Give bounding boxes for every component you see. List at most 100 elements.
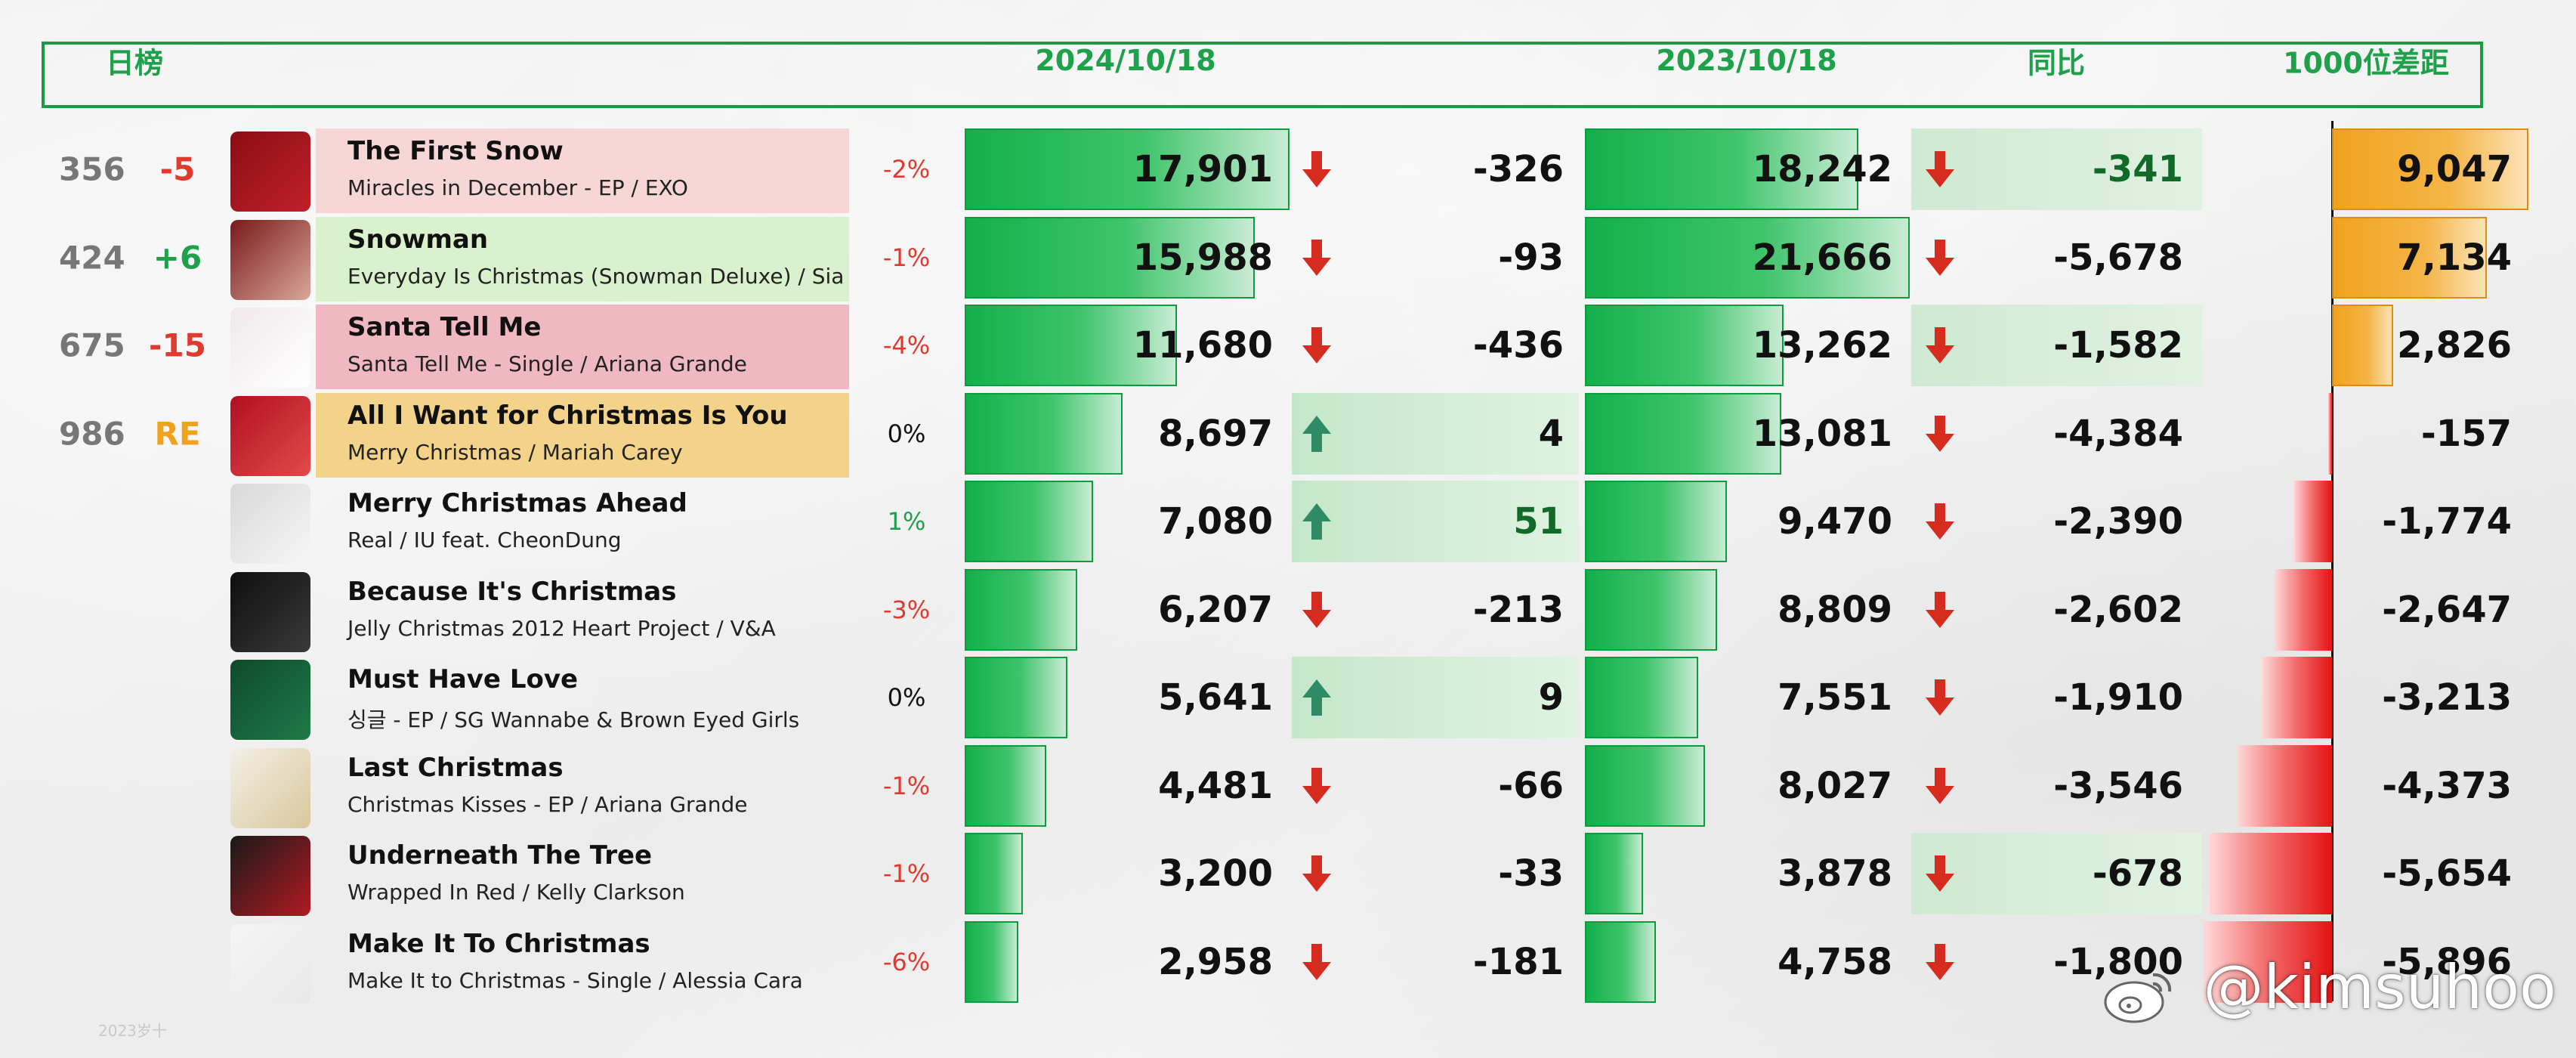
song-title: Because It's Christmas — [347, 576, 677, 607]
down-arrow-icon — [1299, 148, 1334, 190]
album-cover[interactable] — [230, 395, 310, 476]
daily-delta: -66 — [1498, 764, 1564, 807]
song-label-highlight — [316, 392, 849, 478]
gap-value: -4,373 — [2382, 764, 2512, 807]
up-arrow-icon — [1299, 500, 1334, 543]
daily-delta: -326 — [1472, 148, 1564, 190]
yoy-highlight — [1911, 305, 2202, 386]
current-value-bar — [965, 744, 1046, 827]
percent-change: -1% — [882, 859, 931, 888]
current-date-header: 2024/10/18 — [1035, 44, 1216, 77]
down-arrow-icon — [1923, 413, 1957, 455]
rank-change: RE — [154, 415, 201, 452]
yoy-value: -1,910 — [2053, 676, 2183, 719]
album-cover[interactable] — [230, 923, 310, 1004]
gap-bar — [2332, 216, 2488, 299]
gap-value: -3,213 — [2382, 676, 2512, 719]
song-subtitle: Real / IU feat. CheonDung — [347, 527, 622, 552]
song-title: Merry Christmas Ahead — [347, 488, 687, 518]
rank-number: 424 — [59, 239, 125, 276]
daily-delta: -213 — [1472, 588, 1564, 631]
gap-bar — [2204, 920, 2332, 1003]
yoy-header: 同比 — [2027, 46, 2086, 80]
daily-delta: 4 — [1538, 412, 1564, 455]
down-arrow-icon — [1299, 324, 1334, 367]
percent-change: 0% — [887, 419, 926, 448]
yoy-highlight — [1911, 833, 2202, 914]
chart-row: Because It's Christmas Jelly Christmas 2… — [0, 566, 2576, 654]
previous-value-bar — [1585, 128, 1859, 210]
gap-bar — [2208, 833, 2332, 914]
previous-value: 18,242 — [1752, 148, 1892, 190]
chart-row: Merry Christmas Ahead Real / IU feat. Ch… — [0, 478, 2576, 565]
current-value-bar — [965, 833, 1023, 914]
yoy-value: -2,390 — [2053, 500, 2183, 543]
chart-row: Last Christmas Christmas Kisses - EP / A… — [0, 742, 2576, 830]
current-value: 11,680 — [1132, 324, 1273, 367]
previous-value: 13,262 — [1752, 324, 1892, 367]
album-cover[interactable] — [230, 484, 310, 564]
chart-row: 675 -15 Santa Tell Me Santa Tell Me - Si… — [0, 302, 2576, 389]
down-arrow-icon — [1923, 237, 1957, 279]
percent-change: -6% — [882, 947, 931, 976]
album-cover[interactable] — [230, 747, 310, 828]
song-title: Santa Tell Me — [347, 312, 542, 342]
previous-value-bar — [1585, 568, 1717, 651]
daily-delta: -436 — [1472, 324, 1564, 367]
chart-row: 356 -5 The First Snow Miracles in Decemb… — [0, 125, 2576, 213]
down-arrow-icon — [1299, 765, 1334, 807]
rank-change: -15 — [149, 326, 206, 364]
yoy-value: -1,582 — [2053, 324, 2183, 367]
down-arrow-icon — [1923, 852, 1957, 895]
album-cover[interactable] — [230, 131, 310, 212]
album-cover[interactable] — [230, 219, 310, 300]
down-arrow-icon — [1923, 324, 1957, 367]
previous-value-bar — [1585, 920, 1657, 1003]
song-title: Snowman — [347, 224, 489, 255]
chart-row: 424 +6 Snowman Everyday Is Christmas (Sn… — [0, 214, 2576, 302]
current-value-bar — [965, 920, 1019, 1003]
gap-bar — [2274, 568, 2332, 651]
gap-bar — [2332, 128, 2528, 210]
current-value-bar — [965, 657, 1067, 738]
percent-change: 1% — [887, 507, 926, 536]
previous-value: 3,878 — [1778, 852, 1892, 895]
song-label-highlight — [316, 128, 849, 213]
down-arrow-icon — [1923, 765, 1957, 807]
previous-value: 7,551 — [1778, 676, 1892, 719]
percent-change: -4% — [882, 331, 931, 360]
song-subtitle: Merry Christmas / Mariah Carey — [347, 439, 683, 465]
album-cover[interactable] — [230, 571, 310, 652]
daily-increase-highlight — [1292, 657, 1579, 738]
song-subtitle: Christmas Kisses - EP / Ariana Grande — [347, 791, 748, 817]
daily-delta: -33 — [1498, 852, 1564, 895]
gap-value: -1,774 — [2382, 500, 2512, 543]
daily-delta: 9 — [1538, 676, 1564, 719]
percent-change: -3% — [882, 595, 931, 624]
gap-value: 9,047 — [2397, 148, 2512, 190]
previous-value: 13,081 — [1752, 412, 1892, 455]
previous-value-bar — [1585, 657, 1698, 738]
gap-zero-axis — [2331, 121, 2334, 1001]
song-subtitle: Jelly Christmas 2012 Heart Project / V&A — [347, 615, 776, 641]
gap-value: -157 — [2420, 412, 2512, 455]
song-label-highlight — [316, 216, 849, 302]
previous-value-bar — [1585, 392, 1781, 475]
previous-value-bar — [1585, 305, 1784, 386]
gap-value: 7,134 — [2397, 236, 2512, 279]
song-subtitle: Make It to Christmas - Single / Alessia … — [347, 967, 803, 993]
chart-row: 986 RE All I Want for Christmas Is You M… — [0, 390, 2576, 478]
daily-delta: -181 — [1472, 940, 1564, 983]
album-cover[interactable] — [230, 660, 310, 740]
song-subtitle: 싱글 - EP / SG Wannabe & Brown Eyed Girls — [347, 707, 800, 732]
song-subtitle: Miracles in December - EP / EXO — [347, 175, 688, 200]
percent-change: 0% — [887, 683, 926, 712]
daily-delta: -93 — [1498, 236, 1564, 279]
daily-delta: 51 — [1513, 500, 1564, 543]
current-value-bar — [965, 481, 1094, 562]
song-subtitle: Santa Tell Me - Single / Ariana Grande — [347, 351, 747, 376]
album-cover[interactable] — [230, 836, 310, 916]
footnote: 2023岁十 — [98, 1022, 167, 1040]
song-title: Underneath The Tree — [347, 840, 653, 871]
album-cover[interactable] — [230, 308, 310, 388]
